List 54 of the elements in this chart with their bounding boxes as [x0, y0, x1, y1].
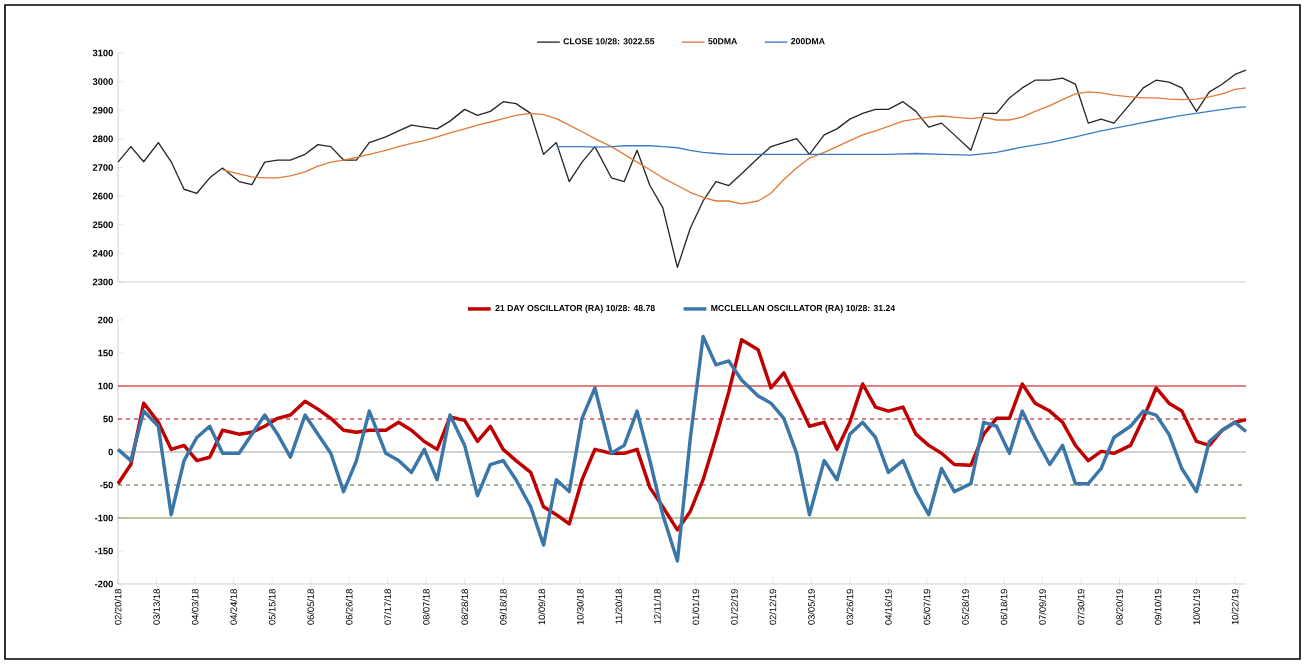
- y-tick-label: 150: [98, 349, 113, 357]
- y-tick-label: 3100: [92, 49, 113, 57]
- x-tick-label: 08/28/18: [461, 589, 469, 625]
- x-tick-label: 10/22/19: [1231, 589, 1239, 625]
- x-tick-label: 11/20/18: [615, 589, 623, 624]
- x-tick-label: 01/01/19: [692, 589, 700, 625]
- x-tick-label: 07/09/19: [1039, 589, 1046, 625]
- x-tick-label: 01/22/19: [730, 589, 738, 625]
- x-tick-label: 12/11/18: [653, 589, 661, 624]
- y-tick-label: 2700: [92, 164, 113, 171]
- y-tick-label: 3000: [92, 78, 113, 85]
- x-tick-label: 08/07/18: [422, 589, 430, 625]
- y-tick-label: 50: [103, 415, 113, 423]
- y-tick-label: 2900: [92, 106, 113, 114]
- x-tick-label: 06/05/18: [307, 589, 315, 625]
- y-tick-label: 2500: [92, 221, 113, 229]
- x-tick-label: 05/28/19: [961, 589, 969, 625]
- x-tick-label: 09/10/19: [1154, 589, 1162, 625]
- x-tick-label: 05/07/19: [923, 589, 931, 625]
- x-tick-label: 08/20/19: [1116, 589, 1123, 625]
- x-tick-label: 07/30/19: [1077, 589, 1085, 625]
- x-tick-label: 04/16/19: [884, 589, 892, 625]
- y-tick-label: 2800: [92, 135, 113, 143]
- legend-label: MCCLELLAN OSCILLATOR (RA) 10/28: 31.24: [711, 304, 896, 313]
- y-tick-label: 0: [108, 448, 113, 456]
- y-tick-label: -50: [100, 481, 113, 489]
- x-tick-label: 04/24/18: [230, 589, 237, 625]
- y-tick-label: -200: [94, 580, 113, 588]
- y-tick-label: -100: [94, 514, 113, 522]
- legend-label: 200DMA: [791, 38, 825, 45]
- x-tick-label: 10/30/18: [576, 589, 584, 625]
- y-tick-label: 2300: [92, 278, 113, 286]
- x-tick-label: 09/18/18: [499, 589, 507, 625]
- x-tick-label: 05/15/18: [268, 589, 276, 625]
- y-tick-label: -150: [94, 547, 113, 555]
- y-tick-label: 2600: [92, 192, 113, 200]
- x-tick-label: 07/17/18: [384, 589, 392, 625]
- y-tick-label: 100: [98, 382, 113, 390]
- x-tick-label: 02/12/19: [769, 589, 777, 625]
- legend-label: 50DMA: [708, 38, 738, 45]
- x-tick-label: 02/20/18: [114, 589, 122, 625]
- y-tick-label: 2400: [92, 250, 113, 257]
- x-tick-label: 03/05/19: [807, 589, 815, 625]
- x-tick-label: 03/13/18: [153, 589, 160, 625]
- legend-label: 21 DAY OSCILLATOR (RA) 10/28: 48.78: [495, 304, 655, 313]
- x-tick-label: 03/26/19: [846, 589, 854, 625]
- x-tick-label: 10/01/19: [1193, 589, 1200, 625]
- x-tick-label: 10/09/18: [538, 589, 546, 625]
- x-tick-label: 04/03/18: [191, 589, 199, 625]
- x-tick-label: 06/26/18: [345, 589, 353, 625]
- y-tick-label: 200: [98, 316, 113, 324]
- legend-label: CLOSE 10/28: 3022.55: [563, 37, 655, 45]
- line-series: [117, 69, 1247, 269]
- x-tick-label: 06/18/19: [1000, 589, 1008, 625]
